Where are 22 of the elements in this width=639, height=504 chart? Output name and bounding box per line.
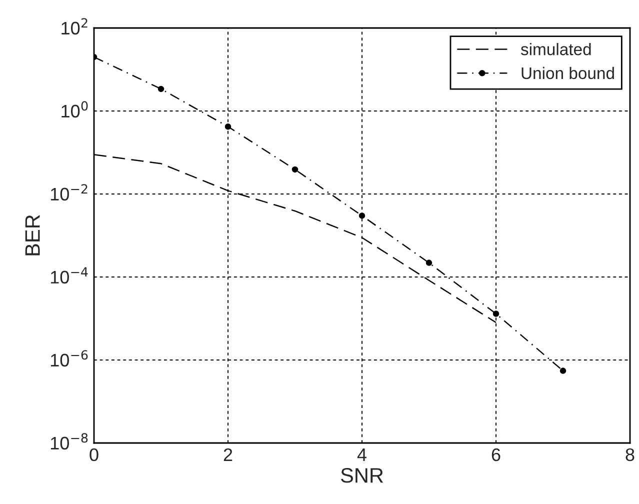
y-tick-label: 10$^{−4}$: [50, 267, 88, 284]
point: [492, 310, 500, 317]
x-tick-label: 6: [492, 448, 500, 462]
legend-label: Union bound: [522, 66, 614, 80]
legend-label: simulated: [520, 43, 591, 56]
point: [158, 86, 164, 92]
y-axis-title: BER: [25, 215, 40, 256]
y-tick-label: 10$^{−2}$: [50, 184, 88, 201]
x-tick-label: 4: [357, 448, 366, 461]
y-tick-label: 10$^{−8}$: [50, 433, 88, 450]
y-tick-label: 10$^{−6}$: [50, 350, 88, 367]
x-tick-label: 2: [224, 448, 232, 461]
point: [358, 212, 366, 219]
y-tick-label: 10$^{2}$: [62, 18, 88, 35]
point: [426, 260, 432, 266]
point: [560, 368, 566, 374]
y-tick-label: 10$^{0}$: [62, 101, 88, 118]
point: [224, 124, 232, 130]
x-tick-label: 8: [626, 448, 634, 462]
point: [292, 166, 298, 173]
x-axis-title: SNR: [340, 468, 384, 483]
x-tick-label: 0: [90, 448, 98, 462]
